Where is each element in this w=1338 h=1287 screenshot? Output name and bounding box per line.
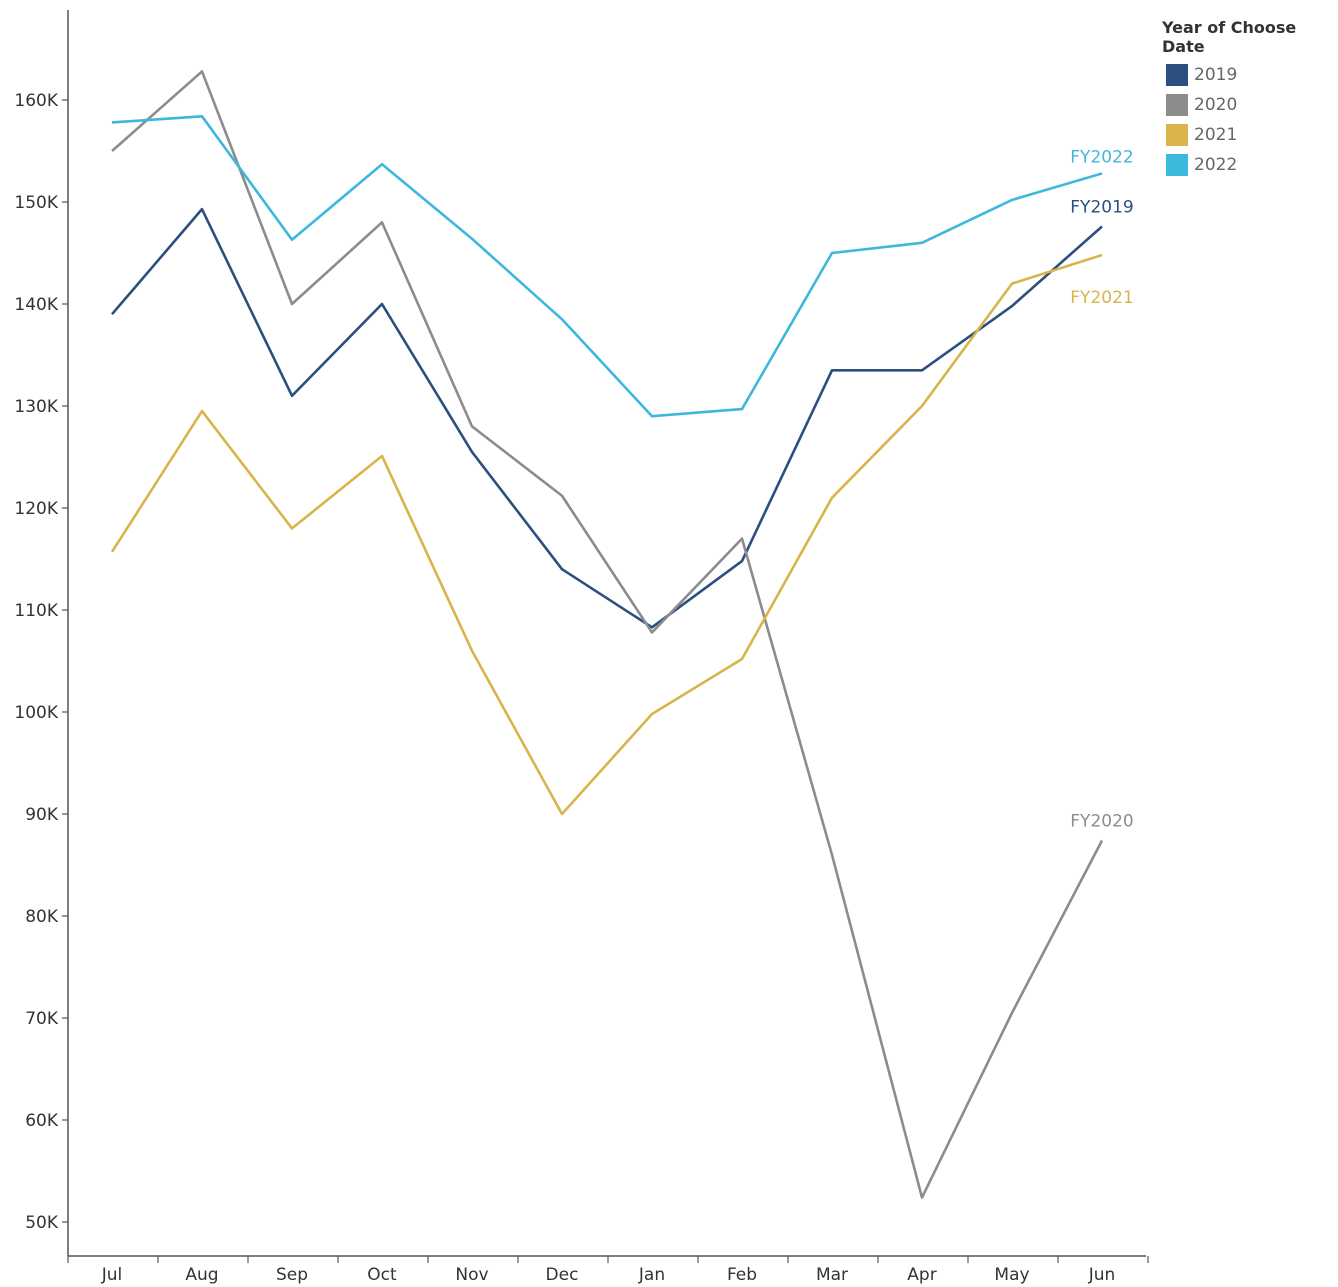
legend-item-2020[interactable]: 2020 bbox=[1162, 90, 1338, 120]
x-tick-label: Jul bbox=[101, 1265, 123, 1285]
x-tick-label: Apr bbox=[907, 1265, 936, 1285]
legend-swatch bbox=[1166, 94, 1188, 116]
series-line-2019 bbox=[111, 207, 1103, 629]
series-line-2021 bbox=[110, 253, 1103, 816]
legend-label: 2020 bbox=[1194, 95, 1238, 115]
x-tick-label: Nov bbox=[455, 1265, 488, 1285]
legend-label: 2019 bbox=[1194, 65, 1238, 85]
x-tick-label: Mar bbox=[816, 1265, 848, 1285]
series-line-2022 bbox=[111, 115, 1103, 418]
series-lines bbox=[110, 70, 1104, 1199]
legend-swatch bbox=[1166, 124, 1188, 146]
series-line-2020 bbox=[111, 70, 1104, 1199]
legend: Year of Choose Date 2019 2020 2021 2022 bbox=[1162, 18, 1338, 180]
end-label-2022: FY2022 bbox=[1070, 147, 1133, 167]
chart-axes bbox=[62, 10, 1149, 1263]
end-label-2021: FY2021 bbox=[1070, 288, 1133, 308]
y-tick-label: 70K bbox=[25, 1009, 59, 1029]
x-tick-label: Oct bbox=[367, 1265, 397, 1285]
x-tick-label: Jan bbox=[638, 1265, 665, 1285]
x-tick-label: Aug bbox=[185, 1265, 218, 1285]
y-tick-label: 60K bbox=[25, 1111, 59, 1131]
y-tick-label: 80K bbox=[25, 907, 59, 927]
legend-label: 2021 bbox=[1194, 125, 1238, 145]
legend-item-2022[interactable]: 2022 bbox=[1162, 150, 1338, 180]
y-tick-label: 120K bbox=[14, 499, 58, 519]
legend-label: 2022 bbox=[1194, 155, 1238, 175]
legend-swatch bbox=[1166, 64, 1188, 86]
x-tick-label: Sep bbox=[276, 1265, 308, 1285]
legend-item-2019[interactable]: 2019 bbox=[1162, 60, 1338, 90]
y-tick-labels: 50K 60K 70K 80K 90K 100K 110K 120K 130K 140K 150K 1… bbox=[14, 91, 58, 1233]
end-label-2020: FY2020 bbox=[1070, 812, 1133, 832]
x-tick-label: Feb bbox=[727, 1265, 757, 1285]
x-tick-label: Jun bbox=[1088, 1265, 1116, 1285]
y-tick-label: 50K bbox=[25, 1213, 59, 1233]
y-tick-label: 110K bbox=[14, 601, 58, 621]
end-label-2019: FY2019 bbox=[1070, 197, 1133, 217]
y-tick-label: 150K bbox=[14, 193, 58, 213]
legend-item-2021[interactable]: 2021 bbox=[1162, 120, 1338, 150]
x-tick-label: Dec bbox=[546, 1265, 579, 1285]
legend-swatch bbox=[1166, 154, 1188, 176]
x-tick-labels: Jul Aug Sep Oct Nov Dec Jan Feb Mar Apr May Jun bbox=[101, 1265, 1116, 1285]
y-tick-label: 130K bbox=[14, 397, 58, 417]
y-tick-label: 140K bbox=[14, 295, 58, 315]
y-tick-label: 160K bbox=[14, 91, 58, 111]
y-tick-label: 100K bbox=[14, 703, 58, 723]
end-labels: FY2019 FY2020 FY2021 FY2022 bbox=[1070, 147, 1133, 831]
y-tick-label: 90K bbox=[25, 805, 59, 825]
x-tick-label: May bbox=[994, 1265, 1029, 1285]
legend-title: Year of Choose Date bbox=[1162, 18, 1297, 56]
